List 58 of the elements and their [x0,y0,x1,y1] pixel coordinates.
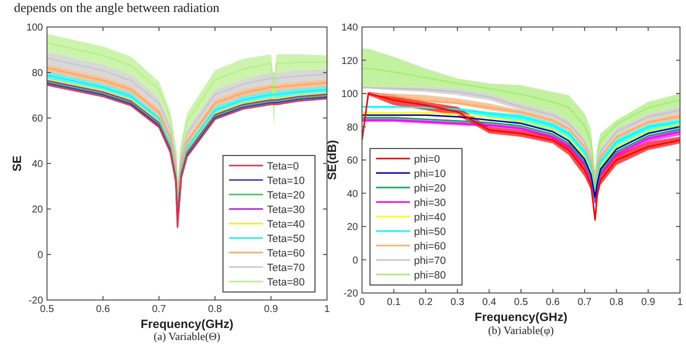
y-tick-label: 100 [341,89,358,100]
x-axis-title: Frequency(GHz) [140,317,234,331]
y-tick-label: 140 [341,22,358,34]
y-tick-label: 60 [346,156,358,166]
y-tick-label: 0 [352,255,358,266]
legend-label: phi=20 [414,182,446,194]
legend-label: phi=80 [414,270,446,282]
x-tick-label: 0.6 [96,304,110,315]
x-tick-label: 0.2 [418,297,433,308]
y-tick-label: 120 [341,56,358,67]
x-tick-label: 0.8 [208,304,222,315]
x-tick-label: 1 [677,297,684,308]
y-tick-label: 80 [346,122,358,134]
x-tick-label: 0.5 [514,297,528,308]
legend-label: Teta=10 [267,175,305,187]
x-tick-label: 0.3 [450,297,465,308]
y-axis-title: SE [10,155,24,172]
y-tick-label: 20 [346,222,358,233]
x-axis-title: Frequency(GHz) [474,310,568,324]
x-tick-label: 0.5 [40,304,54,315]
y-tick-label: 60 [32,114,44,124]
legend-label: phi=40 [414,212,446,224]
legend-label: Teta=80 [267,276,305,288]
legend-label: phi=0 [414,154,440,166]
x-tick-label: 0.8 [609,297,624,308]
legend-label: phi=70 [414,255,446,267]
y-axis-title: SE(dB) [325,140,339,180]
y-tick-label: 20 [32,204,44,216]
legend-label: Teta=30 [267,204,305,216]
x-tick-label: 0.4 [482,297,497,308]
x-tick-label: 0.1 [386,297,402,308]
text: depends on the angle between radiation [14,0,220,15]
legend-label: phi=30 [414,197,446,209]
y-tick-label: -20 [344,288,358,300]
legend-label: phi=10 [414,168,446,180]
legend-label: Teta=40 [267,218,305,230]
x-tick-label: 0.9 [264,304,278,315]
x-tick-label: 0 [359,297,366,308]
legend-label: Teta=20 [267,190,305,202]
y-tick-label: 80 [32,68,44,79]
y-tick-label: 40 [32,159,44,170]
y-tick-label: -20 [28,296,44,306]
x-tick-label: 0.7 [152,304,166,315]
text: (a) Variable(Θ) [154,331,221,343]
y-tick-label: 40 [346,188,358,200]
x-tick-label: 0.6 [546,297,560,308]
y-tick-label: 100 [26,22,44,34]
legend-label: phi=60 [414,240,446,252]
y-tick-label: 0 [37,250,44,261]
x-tick-label: 0.9 [641,297,656,308]
x-tick-label: 0.7 [578,297,592,308]
legend-label: phi=50 [414,226,446,238]
legend-label: Teta=50 [267,233,305,245]
legend-label: Teta=60 [267,248,305,260]
legend-label: Teta=70 [267,262,305,274]
legend-label: Teta=0 [267,160,299,172]
x-tick-label: 1 [324,304,330,315]
text: (b) Variable(φ) [488,325,554,337]
